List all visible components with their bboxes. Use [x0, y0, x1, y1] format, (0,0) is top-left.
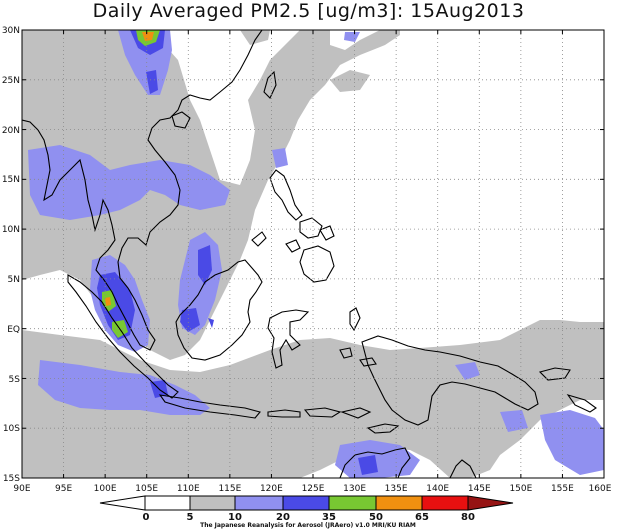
lon-label-110e: 110E: [177, 484, 200, 494]
colorbar-segment-10-20: [234, 495, 284, 511]
lat-label-25n: 25N: [2, 76, 20, 86]
lon-label-105e: 105E: [135, 484, 158, 494]
pm25-field: [22, 30, 604, 478]
map-title: Daily Averaged PM2.5 [ug/m3]: 15Aug2013: [92, 0, 525, 22]
lon-label-90e: 90E: [13, 484, 30, 494]
lon-labels: 90E 95E 100E 105E 110E 115E 120E 125E 13…: [13, 484, 611, 494]
lon-label-140e: 140E: [426, 484, 449, 494]
colorbar-label-65: 65: [415, 512, 429, 523]
lon-label-115e: 115E: [218, 484, 241, 494]
lat-label-20n: 20N: [2, 126, 20, 136]
colorbar-label-5: 5: [187, 512, 194, 523]
lat-label-30n: 30N: [2, 26, 20, 36]
colorbar-segment-65-80: [421, 495, 469, 511]
lon-label-120e: 120E: [260, 484, 283, 494]
colorbar-segment-20-35: [282, 495, 330, 511]
colorbar-label-0: 0: [143, 512, 150, 523]
grid-lines: [22, 30, 604, 478]
lon-label-100e: 100E: [94, 484, 117, 494]
lon-label-150e: 150E: [509, 484, 532, 494]
colorbar-segment-50-65: [375, 495, 423, 511]
colorbar-label-10: 10: [228, 512, 242, 523]
lon-label-160e: 160E: [589, 484, 612, 494]
lat-label-5s: 5S: [9, 375, 21, 385]
colorbar-segment-0-5: [144, 495, 191, 511]
credit-line: The Japanese Reanalysis for Aerosol (JRA…: [200, 522, 416, 529]
colorbar-segment-5-10: [189, 495, 236, 511]
colorbar-arrow-right: [467, 495, 514, 511]
lat-label-eq: EQ: [7, 325, 20, 335]
lat-label-5n: 5N: [8, 275, 20, 285]
lat-label-10n: 10N: [2, 225, 20, 235]
colorbar-label-50: 50: [369, 512, 383, 523]
lon-label-125e: 125E: [302, 484, 325, 494]
colorbar: 0 5 10 20 35 50 65 80: [99, 495, 514, 523]
lon-label-135e: 135E: [385, 484, 408, 494]
lat-label-10s: 10S: [3, 424, 20, 434]
colorbar-label-80: 80: [461, 512, 475, 523]
colorbar-label-20: 20: [276, 512, 290, 523]
lat-label-15n: 15N: [2, 175, 20, 185]
colorbar-segment-35-50: [328, 495, 377, 511]
lat-label-15s: 15S: [3, 474, 20, 484]
lon-label-145e: 145E: [468, 484, 491, 494]
colorbar-arrow-left: [99, 495, 146, 511]
pm25-orange-regions: [105, 32, 154, 306]
lon-label-155e: 155E: [551, 484, 574, 494]
tick-marks: [21, 29, 605, 479]
lon-label-130e: 130E: [343, 484, 366, 494]
lon-label-95e: 95E: [55, 484, 72, 494]
coastlines: [22, 30, 597, 478]
lat-labels: 30N 25N 20N 15N 10N 5N EQ 5S 10S 15S: [2, 26, 20, 484]
colorbar-label-35: 35: [322, 512, 336, 523]
